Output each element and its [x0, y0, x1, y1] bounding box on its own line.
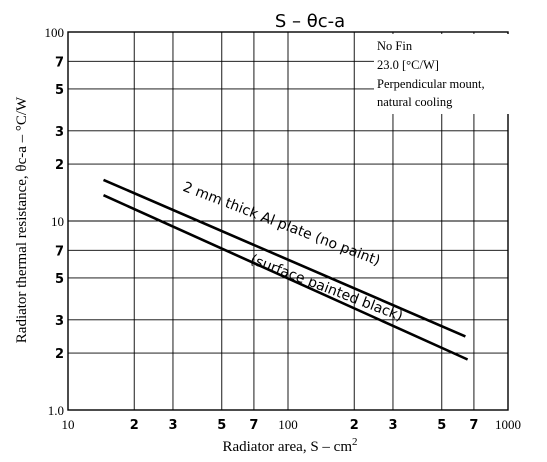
x-tick-label: 2: [350, 418, 359, 433]
x-tick-label: 1000: [495, 417, 521, 432]
y-tick-label: 100: [45, 25, 65, 40]
tick-labels: 10 2 3 5 7 100 2 3 5 7 1000 1.0 2 3 5 7 10 2 3 5 7 100: [45, 25, 522, 433]
annotation-line: Perpendicular mount,: [377, 77, 485, 91]
x-tick-label: 3: [168, 418, 177, 433]
y-tick-label: 7: [55, 55, 64, 70]
y-tick-label: 5: [55, 83, 64, 98]
x-tick-label: 7: [249, 418, 258, 433]
x-axis-label-text: Radiator area, S – cm: [222, 439, 352, 455]
y-tick-label: 1.0: [48, 403, 64, 418]
x-tick-label: 10: [62, 417, 75, 432]
plot-frame: [67, 31, 509, 411]
x-axis-label: Radiator area, S – cm2: [222, 436, 357, 455]
annotation-line: No Fin: [377, 39, 413, 53]
grid: [68, 32, 508, 410]
series-line-0: [102, 178, 466, 338]
x-tick-label: 100: [278, 417, 298, 432]
x-tick-label: 2: [130, 418, 139, 433]
series-lines: [102, 178, 469, 361]
chart-title: S – θc-a: [275, 11, 345, 32]
x-tick-label: 5: [437, 418, 446, 433]
y-tick-label: 3: [55, 314, 64, 329]
annotation-box: [374, 34, 518, 114]
y-tick-label: 2: [55, 347, 64, 362]
y-tick-label: 3: [55, 125, 64, 140]
annotation-line: natural cooling: [377, 95, 453, 109]
series-line-1: [102, 194, 469, 361]
x-tick-label: 3: [388, 418, 397, 433]
y-tick-label: 2: [55, 158, 64, 173]
series-label-painted-black: (surface painted black): [248, 252, 405, 325]
y-axis-label: Radiator thermal resistance, θc-a – °C/W: [14, 96, 30, 343]
annotation-line: 23.0 [°C/W]: [377, 58, 439, 72]
y-tick-label: 7: [55, 244, 64, 259]
y-tick-label: 10: [51, 214, 64, 229]
x-tick-label: 5: [217, 418, 226, 433]
x-tick-label: 7: [469, 418, 478, 433]
annotation: No Fin 23.0 [°C/W] Perpendicular mount, …: [377, 39, 485, 109]
x-axis-label-superscript: 2: [352, 436, 358, 448]
y-tick-label: 5: [55, 272, 64, 287]
